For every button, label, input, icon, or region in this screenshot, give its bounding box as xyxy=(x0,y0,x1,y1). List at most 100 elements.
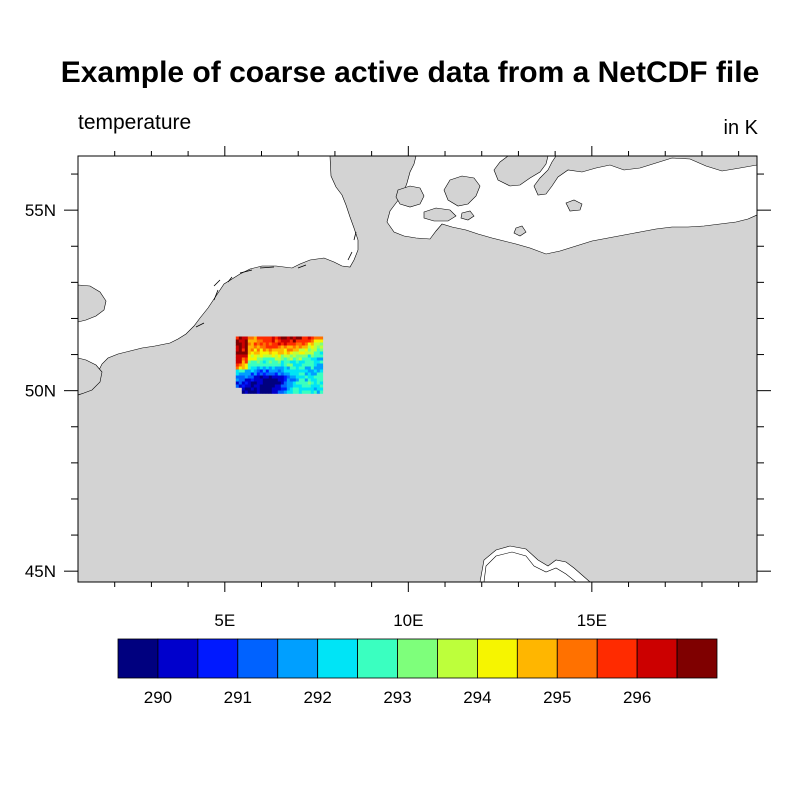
field-cell xyxy=(265,369,270,373)
field-cell xyxy=(289,366,294,370)
field-cell xyxy=(268,345,273,349)
colorbar xyxy=(117,638,718,679)
field-cell xyxy=(274,390,279,394)
field-cell xyxy=(238,375,243,379)
field-cell xyxy=(316,375,321,379)
field-cell xyxy=(241,339,246,343)
field-cell xyxy=(316,372,321,376)
field-cell xyxy=(253,357,258,361)
field-cell xyxy=(310,378,315,382)
field-cell xyxy=(268,384,273,388)
field-cell xyxy=(280,387,285,391)
field-cell xyxy=(292,375,297,379)
field-cell xyxy=(283,351,288,355)
field-cell xyxy=(238,384,243,388)
field-cell xyxy=(268,390,273,394)
field-cell xyxy=(235,351,240,355)
field-cell xyxy=(280,390,285,394)
field-cell xyxy=(247,348,252,352)
field-cell xyxy=(304,372,309,376)
field-cell xyxy=(289,351,294,355)
field-cell xyxy=(271,390,276,394)
colorbar-box xyxy=(117,638,159,679)
field-cell xyxy=(307,354,312,358)
field-cell xyxy=(316,369,321,373)
field-cell xyxy=(262,381,267,385)
field-cell xyxy=(268,351,273,355)
field-cell xyxy=(304,381,309,385)
field-cell xyxy=(235,336,240,340)
field-cell xyxy=(292,351,297,355)
colorbar-box xyxy=(596,638,638,679)
field-cell xyxy=(262,375,267,379)
field-cell xyxy=(319,390,324,394)
field-cell xyxy=(280,369,285,373)
field-cell xyxy=(280,354,285,358)
field-cell xyxy=(316,354,321,358)
field-cell xyxy=(268,369,273,373)
field-cell xyxy=(295,357,300,361)
field-cell xyxy=(304,339,309,343)
field-cell xyxy=(271,345,276,349)
field-cell xyxy=(301,363,306,367)
field-cell xyxy=(292,360,297,364)
field-cell xyxy=(286,369,291,373)
field-cell xyxy=(301,342,306,346)
field-cell xyxy=(238,360,243,364)
field-cell xyxy=(289,375,294,379)
field-cell xyxy=(316,378,321,382)
colorbar-box xyxy=(277,638,319,679)
field-cell xyxy=(262,354,267,358)
field-cell xyxy=(277,363,282,367)
colorbar-box xyxy=(237,638,279,679)
field-cell xyxy=(295,366,300,370)
field-cell xyxy=(268,336,273,340)
colorbar-label: 295 xyxy=(543,688,571,707)
field-cell xyxy=(280,360,285,364)
field-cell xyxy=(247,363,252,367)
field-cell xyxy=(313,345,318,349)
field-cell xyxy=(277,348,282,352)
colorbar-box xyxy=(556,638,598,679)
field-cell xyxy=(289,369,294,373)
field-cell xyxy=(241,348,246,352)
field-cell xyxy=(319,354,324,358)
field-cell xyxy=(286,342,291,346)
field-cell xyxy=(292,366,297,370)
field-cell xyxy=(235,378,240,382)
field-cell xyxy=(259,363,264,367)
field-cell xyxy=(289,357,294,361)
field-cell xyxy=(319,357,324,361)
field-cell xyxy=(274,345,279,349)
field-cell xyxy=(250,348,255,352)
field-cell xyxy=(241,369,246,373)
field-cell xyxy=(274,375,279,379)
field-cell xyxy=(250,387,255,391)
field-cell xyxy=(280,348,285,352)
field-cell xyxy=(280,342,285,346)
field-cell xyxy=(301,378,306,382)
field-cell xyxy=(277,375,282,379)
field-cell xyxy=(253,369,258,373)
field-cell xyxy=(274,363,279,367)
field-cell xyxy=(304,390,309,394)
field-cell xyxy=(301,354,306,358)
field-cell xyxy=(238,354,243,358)
field-cell xyxy=(316,387,321,391)
field-cell xyxy=(304,336,309,340)
field-cell xyxy=(241,336,246,340)
colorbar-box xyxy=(357,638,398,679)
land-funen xyxy=(395,185,425,208)
field-cell xyxy=(277,390,282,394)
field-cell xyxy=(271,372,276,376)
field-cell xyxy=(283,336,288,340)
field-cell xyxy=(277,381,282,385)
field-cell xyxy=(301,351,306,355)
field-cell xyxy=(244,342,249,346)
field-cell xyxy=(310,357,315,361)
field-cell xyxy=(319,369,324,373)
field-cell xyxy=(298,372,303,376)
field-cell xyxy=(235,375,240,379)
field-cell xyxy=(274,360,279,364)
field-cell xyxy=(259,390,264,394)
